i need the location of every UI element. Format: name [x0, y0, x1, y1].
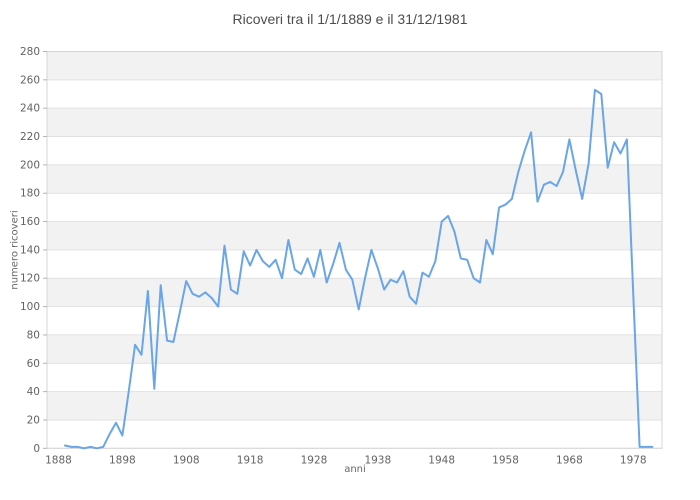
y-tick-label: 40	[27, 386, 40, 398]
data-line-series	[63, 88, 654, 450]
x-tick-label: 1958	[492, 454, 519, 466]
x-axis-title: anni	[344, 464, 366, 475]
y-tick-label: 100	[20, 301, 40, 313]
band-row	[47, 164, 662, 194]
x-tick-label: 1938	[364, 454, 391, 466]
y-tick-label: 60	[27, 358, 40, 370]
y-axis-title: numero ricoveri	[9, 210, 21, 290]
y-tick-label: 80	[27, 329, 40, 341]
y-tick-label: 280	[20, 46, 40, 58]
band-row	[47, 334, 662, 364]
y-axis-ticks	[43, 51, 47, 449]
x-tick-label: 1918	[237, 454, 264, 466]
x-tick-label: 1928	[301, 454, 328, 466]
x-tick-label: 1948	[428, 454, 455, 466]
plot-bands	[47, 51, 662, 420]
x-tick-label: 1908	[173, 454, 200, 466]
y-tick-label: 220	[20, 131, 40, 143]
y-tick-label: 120	[20, 273, 40, 285]
ricoveri-line	[63, 88, 654, 450]
band-row	[47, 51, 662, 80]
y-tick-label: 200	[20, 159, 40, 171]
x-tick-label: 1888	[45, 454, 72, 466]
chart-title: Ricoveri tra il 1/1/1889 e il 31/12/1981	[232, 11, 468, 27]
y-tick-label: 160	[20, 216, 40, 228]
band-row	[47, 108, 662, 137]
y-tick-label: 240	[20, 103, 40, 115]
y-tick-label: 260	[20, 74, 40, 86]
y-axis-tick-labels: 0 20 40 60 80 100 120 140 160 180 200 220 240 260 280	[20, 46, 40, 455]
x-tick-label: 1968	[556, 454, 583, 466]
y-tick-label: 0	[33, 443, 40, 455]
band-row	[47, 391, 662, 420]
x-tick-label: 1898	[109, 454, 136, 466]
band-row	[47, 221, 662, 250]
y-tick-label: 140	[20, 244, 40, 256]
y-tick-label: 180	[20, 188, 40, 200]
y-tick-label: 20	[27, 414, 40, 426]
x-tick-label: 1978	[620, 454, 647, 466]
x-axis-tick-labels: 1888 1898 1908 1918 1928 1938 1948 1958 1968 1978	[45, 454, 647, 466]
